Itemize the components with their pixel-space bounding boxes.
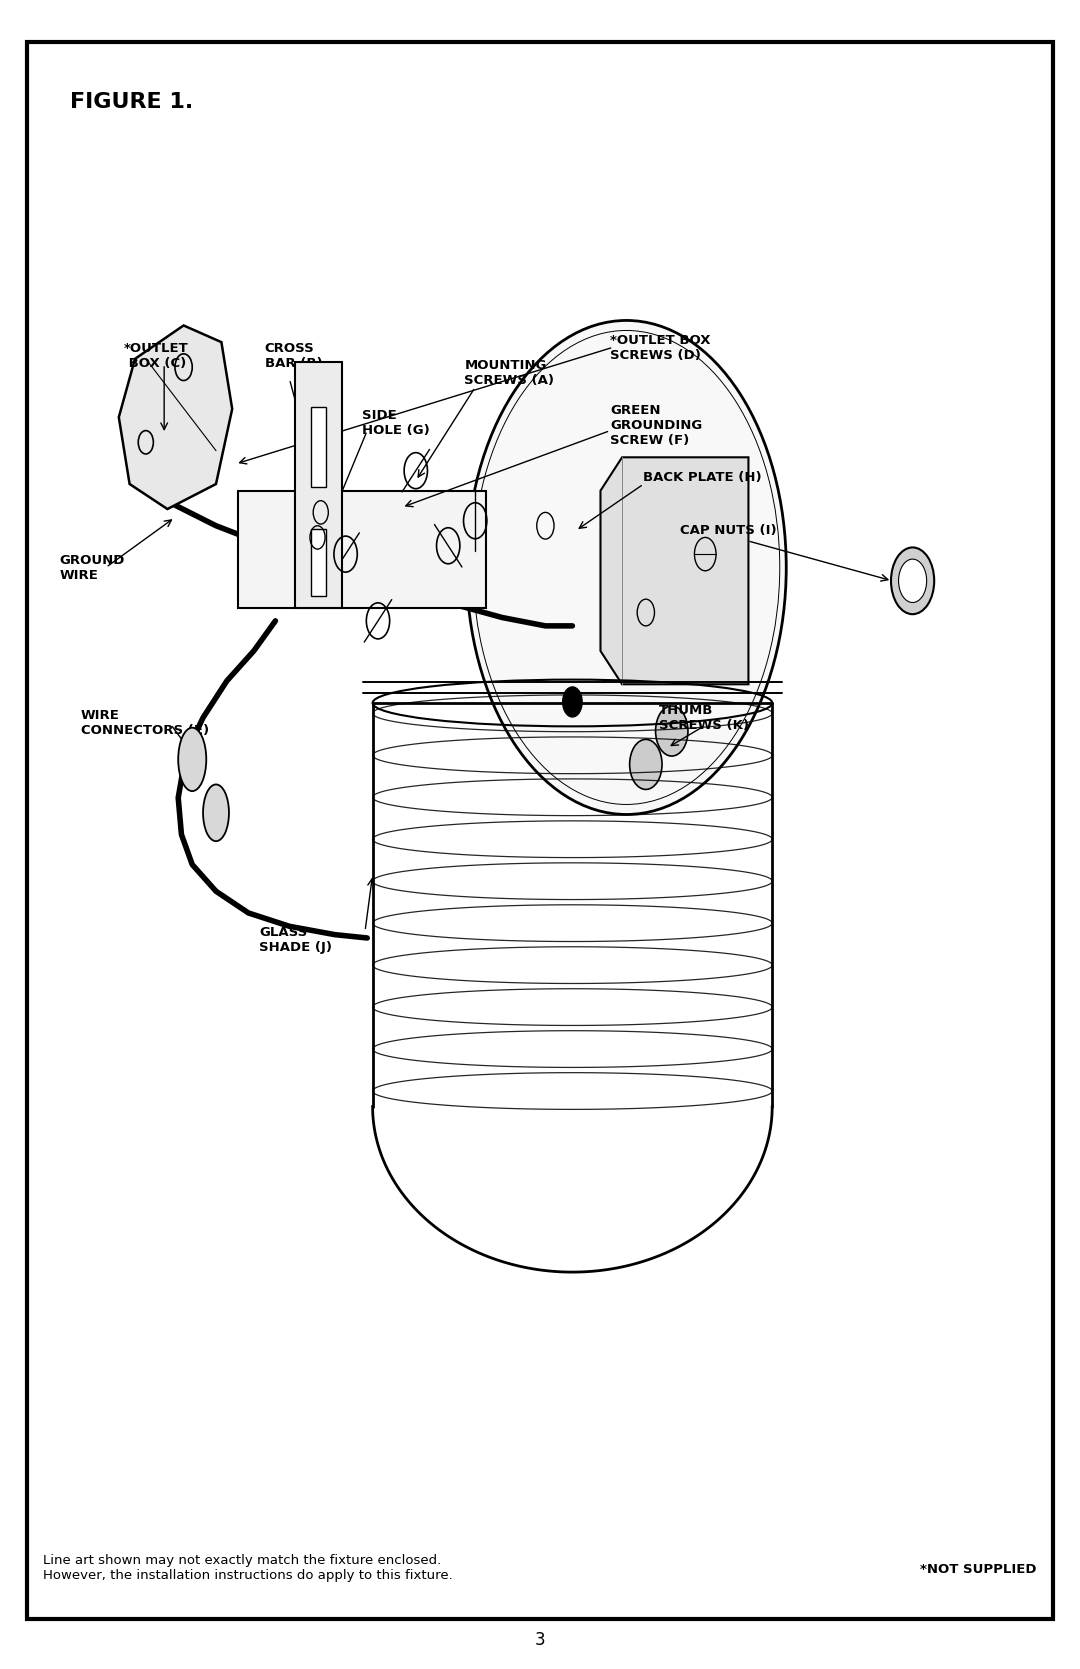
Text: FIGURE 1.: FIGURE 1. (70, 92, 193, 112)
Text: *NOT SUPPLIED: *NOT SUPPLIED (920, 1562, 1037, 1576)
Polygon shape (238, 491, 486, 608)
Text: GREEN
GROUNDING
SCREW (F): GREEN GROUNDING SCREW (F) (610, 404, 702, 447)
Polygon shape (119, 325, 232, 509)
Text: GLASS
SHADE (J): GLASS SHADE (J) (259, 926, 333, 955)
Text: Line art shown may not exactly match the fixture enclosed.
However, the installa: Line art shown may not exactly match the… (43, 1554, 453, 1582)
Circle shape (467, 320, 786, 814)
Text: *OUTLET
 BOX (C): *OUTLET BOX (C) (124, 342, 189, 371)
Circle shape (630, 739, 662, 789)
Circle shape (899, 559, 927, 603)
Polygon shape (600, 457, 748, 684)
Text: 3: 3 (535, 1631, 545, 1649)
Text: CAP NUTS (I): CAP NUTS (I) (680, 524, 777, 537)
Text: WIRE
CONNECTORS (E): WIRE CONNECTORS (E) (81, 709, 210, 738)
Bar (311, 407, 326, 487)
Bar (311, 529, 326, 596)
Text: BACK PLATE (H): BACK PLATE (H) (643, 471, 761, 484)
Text: THUMB
SCREWS (K): THUMB SCREWS (K) (659, 704, 748, 733)
Text: CROSS
BAR (B): CROSS BAR (B) (265, 342, 322, 371)
Ellipse shape (178, 728, 206, 791)
Circle shape (563, 688, 582, 718)
Circle shape (656, 706, 688, 756)
Circle shape (891, 547, 934, 614)
Polygon shape (295, 362, 342, 608)
Ellipse shape (203, 784, 229, 841)
Text: *OUTLET BOX
SCREWS (D): *OUTLET BOX SCREWS (D) (610, 334, 711, 362)
Text: GROUND
WIRE: GROUND WIRE (59, 554, 125, 582)
Text: MOUNTING
SCREWS (A): MOUNTING SCREWS (A) (464, 359, 554, 387)
Text: SIDE
HOLE (G): SIDE HOLE (G) (362, 409, 430, 437)
FancyBboxPatch shape (27, 42, 1053, 1619)
